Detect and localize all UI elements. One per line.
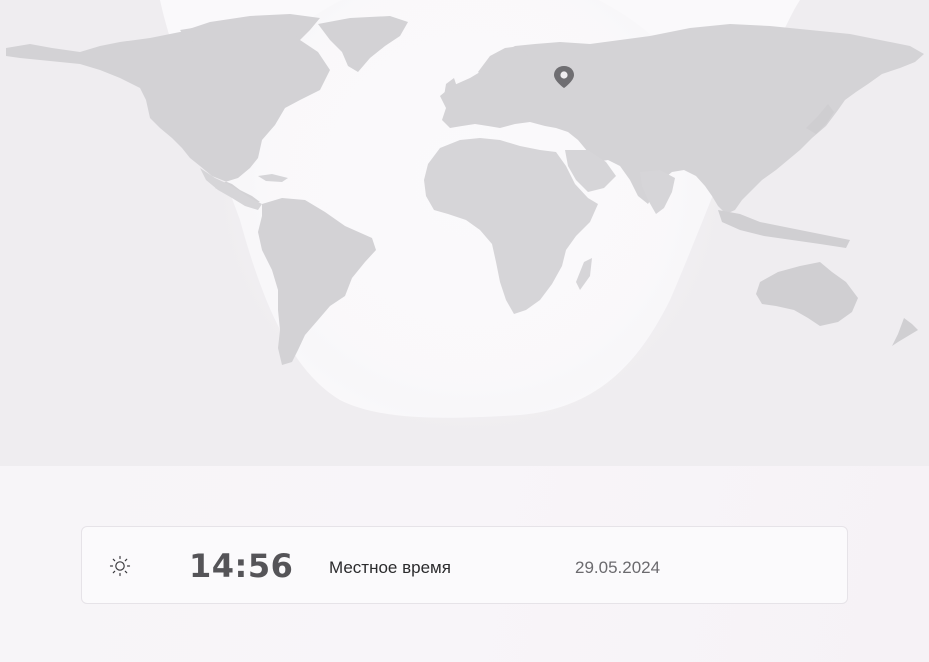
british-isles (444, 78, 458, 98)
madagascar-island (576, 258, 592, 290)
southeast-asia-islands (718, 210, 850, 248)
local-time-card[interactable]: 14:56 Местное время 29.05.2024 (81, 526, 848, 604)
africa-landmass (424, 138, 598, 314)
north-america-landmass (6, 14, 330, 204)
local-time-label: Местное время (329, 558, 451, 577)
japan-islands (806, 104, 834, 134)
new-zealand-islands (892, 318, 918, 346)
scandinavia-landmass (478, 46, 528, 86)
local-time-value: 14:56 (189, 547, 294, 585)
location-pin-icon[interactable] (554, 66, 574, 88)
australia-landmass (756, 262, 858, 326)
arctic-islands (180, 26, 300, 50)
world-map[interactable] (0, 0, 929, 466)
south-america-landmass (258, 198, 376, 365)
arabian-peninsula (565, 150, 616, 192)
caribbean-islands (258, 174, 288, 182)
greenland-landmass (318, 16, 408, 72)
sun-icon (109, 555, 131, 577)
central-america-landmass (200, 168, 262, 210)
india-landmass (640, 170, 675, 214)
local-date-value: 29.05.2024 (575, 558, 661, 577)
world-map-canvas (6, 0, 924, 430)
